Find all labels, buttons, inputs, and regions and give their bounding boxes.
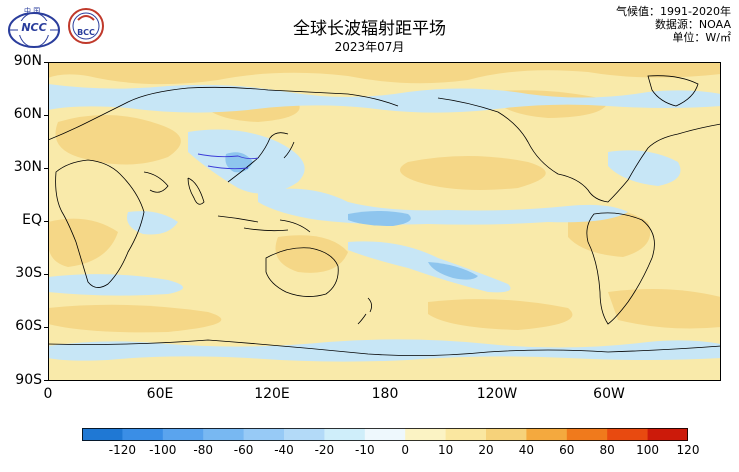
colorbar-swatch: [364, 428, 406, 441]
lat-tick: [44, 62, 48, 63]
colorbar-label: -40: [274, 443, 294, 457]
colorbar-swatch: [324, 428, 366, 441]
lat-tick: [44, 380, 48, 381]
colorbar-swatch: [162, 428, 204, 441]
logo-bcc-text: BCC: [77, 28, 95, 37]
unit-note: 单位：W/㎡: [672, 31, 731, 44]
colorbar-swatch: [526, 428, 568, 441]
colorbar-label: -60: [233, 443, 254, 457]
colorbar-swatch: [203, 428, 245, 441]
lon-label-60w: 60W: [593, 386, 625, 402]
lon-label-0: 0: [43, 386, 53, 402]
colorbar-border: [82, 428, 688, 441]
lat-label-eq: EQ: [22, 212, 42, 228]
colorbar-swatch: [405, 428, 447, 441]
lon-label-120w: 120W: [476, 386, 518, 402]
colorbar-label: 40: [518, 443, 535, 457]
climate-period-note: 气候值：1991-2020年: [616, 5, 731, 18]
colorbar-swatch: [566, 428, 608, 441]
rivers: [197, 153, 259, 170]
colorbar-swatch: [284, 428, 325, 441]
data-source-note: 数据源：NOAA: [654, 18, 731, 31]
lat-tick: [44, 168, 48, 169]
colorbar-swatch: [607, 428, 649, 441]
colorbar-swatch: [647, 428, 688, 441]
lon-label-120e: 120E: [254, 386, 290, 402]
colorbar-swatch: [82, 428, 123, 441]
colorbar-label: 80: [599, 443, 615, 457]
anomaly-map: [48, 62, 721, 381]
colorbar-swatch: [445, 428, 487, 441]
positive-anomaly-areas: [48, 62, 721, 333]
cma-ncc-logo: 中 国 NCC: [6, 6, 62, 50]
lat-label-90s: 90S: [15, 372, 42, 388]
lat-label-30n: 30N: [13, 159, 42, 175]
colorbar-swatch: [122, 428, 164, 441]
map-title: 全球长波辐射距平场: [293, 19, 446, 39]
colorbar-label: 20: [478, 443, 494, 457]
map-subtitle: 2023年07月: [334, 40, 405, 54]
colorbar-label: -80: [193, 443, 213, 457]
lat-label-30s: 30S: [15, 265, 42, 281]
lat-tick: [44, 115, 48, 116]
lat-tick: [44, 274, 48, 275]
colorbar-label: -120: [108, 443, 136, 457]
colorbar-label: 0: [401, 443, 409, 457]
colorbar-label: 10: [437, 443, 454, 457]
colorbar-label: 60: [559, 443, 575, 457]
lon-label-180: 180: [371, 386, 399, 402]
negative-anomaly-areas: [48, 84, 721, 362]
strong-negative-anomaly-areas: [225, 152, 478, 280]
colorbar-label: -10: [354, 443, 375, 457]
logo-chinese-text: 中 国: [24, 7, 41, 15]
lat-tick: [44, 327, 48, 328]
colorbar-label: -20: [314, 443, 335, 457]
colorbar-swatch: [486, 428, 527, 441]
lat-label-90n: 90N: [13, 53, 42, 69]
lat-tick: [44, 221, 48, 222]
coastlines: [48, 75, 721, 356]
colorbar-swatch: [243, 428, 285, 441]
colorbar: [82, 428, 688, 441]
colorbar-label: -100: [149, 443, 177, 457]
lon-label-60e: 60E: [146, 386, 174, 402]
lat-label-60s: 60S: [15, 318, 42, 334]
colorbar-label: 120: [676, 443, 700, 457]
logo-ncc-text: NCC: [21, 21, 47, 34]
bcc-logo: BCC: [66, 6, 106, 48]
colorbar-label: 100: [636, 443, 660, 457]
lat-label-60n: 60N: [13, 106, 42, 122]
